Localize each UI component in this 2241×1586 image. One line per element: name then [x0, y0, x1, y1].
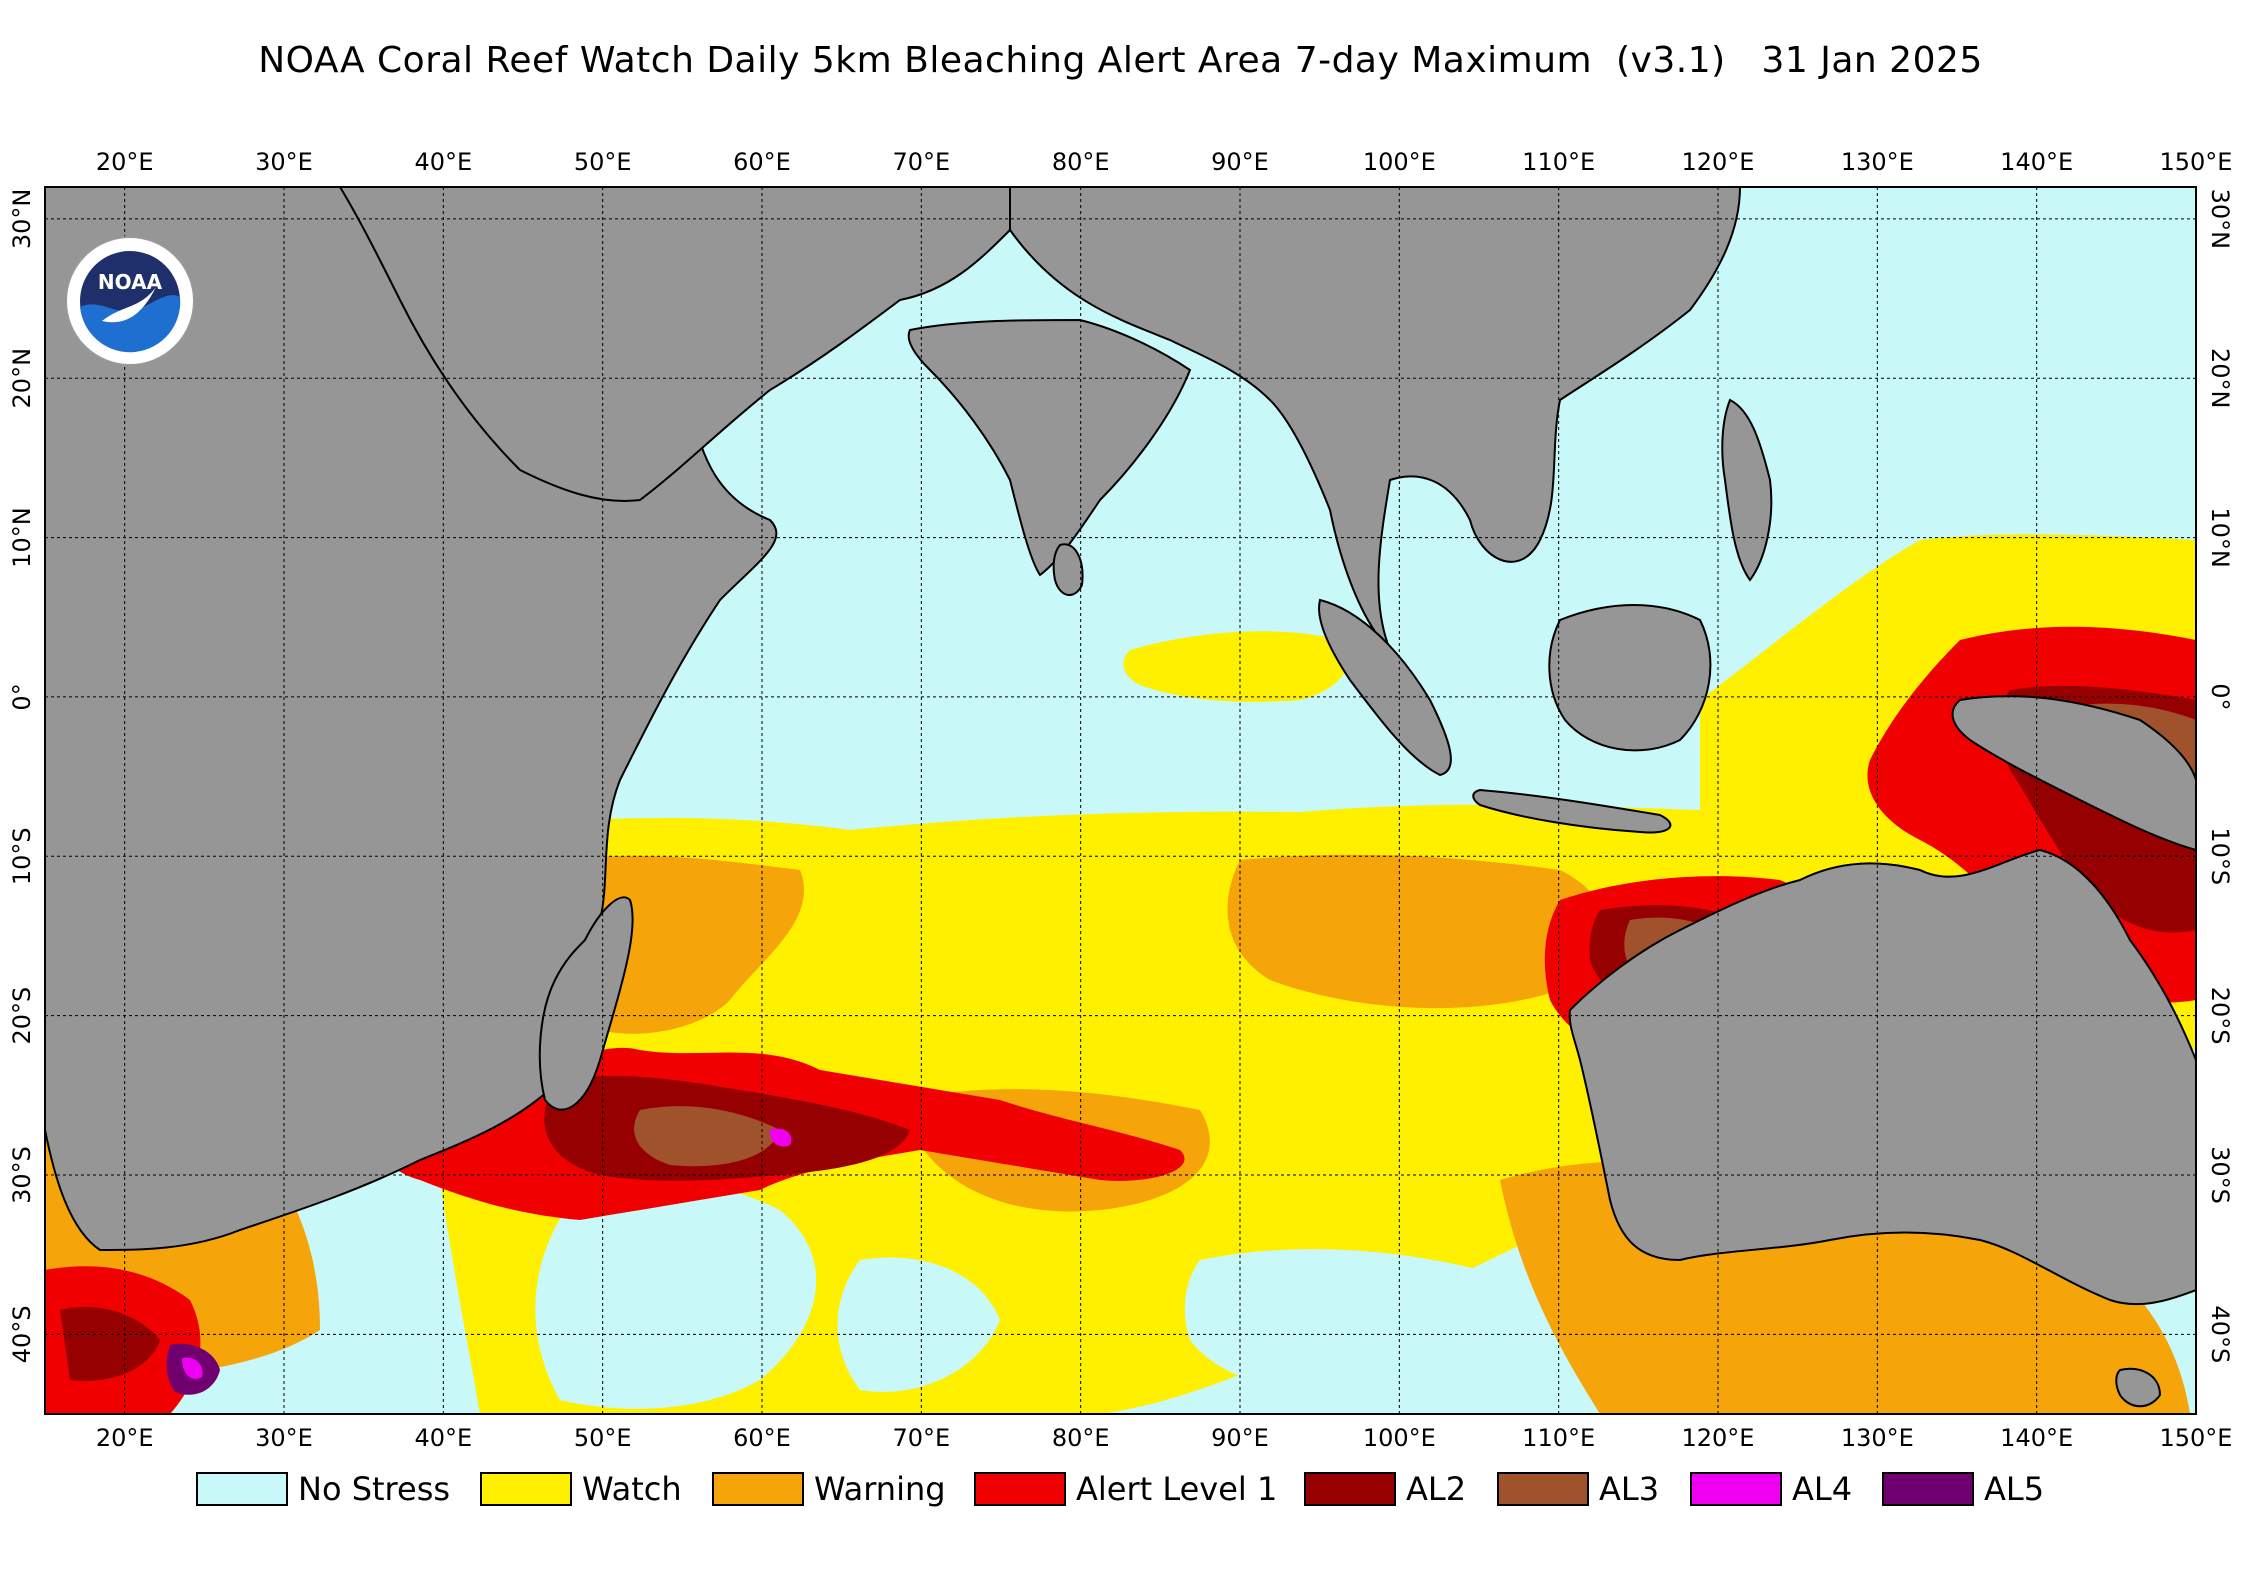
longitude-label: 120°E [1682, 1424, 1755, 1452]
map-title: NOAA Coral Reef Watch Daily 5km Bleachin… [258, 40, 1983, 81]
land-arabia [338, 187, 1011, 502]
noaa-logo: NOAA [65, 236, 195, 366]
longitude-label: 40°E [414, 148, 472, 176]
longitude-label: 110°E [1522, 1424, 1595, 1452]
latitude-label: 30°S [2206, 1146, 2234, 1204]
longitude-label: 20°E [96, 1424, 154, 1452]
longitude-label: 40°E [414, 1424, 472, 1452]
al4-patch-south [769, 1128, 792, 1147]
land-madagascar [538, 896, 634, 1111]
legend-swatch [1304, 1472, 1396, 1506]
longitude-label: 30°E [255, 148, 313, 176]
latitude-label: 20°N [2206, 348, 2234, 409]
land-new-guinea [1951, 695, 2196, 852]
latitude-label: 20°S [8, 987, 36, 1045]
latitude-labels-right: 30°N 20°N 10°N 0° 10°S 20°S 30°S 40°S [2206, 189, 2234, 1364]
longitude-label: 60°E [733, 1424, 791, 1452]
land-tasmania [2115, 1367, 2162, 1408]
legend-swatch [1690, 1472, 1782, 1506]
land-sumatra [1318, 598, 1452, 777]
legend-label: AL5 [1984, 1470, 2045, 1508]
legend-swatch [196, 1472, 288, 1506]
longitude-labels-bottom: 20°E 30°E 40°E 50°E 60°E 70°E 80°E 90°E 100°E 110… [96, 1424, 2233, 1452]
latitude-label: 0° [8, 683, 36, 710]
longitude-label: 50°E [574, 1424, 632, 1452]
latitude-label: 20°N [8, 348, 36, 409]
longitude-label: 50°E [574, 148, 632, 176]
no-stress-south-pocket-3 [1184, 1249, 1485, 1393]
legend-swatch [480, 1472, 572, 1506]
longitude-label: 100°E [1363, 148, 1436, 176]
longitude-label: 130°E [1841, 148, 1914, 176]
latitude-label: 10°N [2206, 507, 2234, 568]
latitude-label: 10°S [8, 827, 36, 885]
graticule [45, 187, 2196, 1414]
land-asia-mainland [1009, 187, 1742, 651]
latitude-label: 20°S [2206, 987, 2234, 1045]
legend-swatch [1882, 1472, 1974, 1506]
legend-label: Alert Level 1 [1076, 1470, 1278, 1508]
longitude-label: 80°E [1052, 1424, 1110, 1452]
al3-patch-south [634, 1106, 780, 1167]
longitude-label: 70°E [892, 1424, 950, 1452]
latitude-label: 10°N [8, 507, 36, 568]
legend: No Stress Watch Warning Alert Level 1 AL2 AL3… [0, 1468, 2241, 1518]
longitude-label: 150°E [2160, 1424, 2233, 1452]
latitude-label: 30°N [2206, 189, 2234, 250]
longitude-label: 150°E [2160, 148, 2233, 176]
legend-label: AL3 [1599, 1470, 1660, 1508]
longitude-label: 100°E [1363, 1424, 1436, 1452]
watch-zone-equator [1123, 631, 1348, 702]
al4-sw-corner [182, 1357, 203, 1379]
longitude-label: 90°E [1211, 148, 1269, 176]
longitude-label: 110°E [1522, 148, 1595, 176]
land-australia [1568, 848, 2196, 1306]
legend-label: AL4 [1792, 1470, 1853, 1508]
longitude-label: 30°E [255, 1424, 313, 1452]
latitude-labels-left: 30°N 20°N 10°N 0° 10°S 20°S 30°S 40°S [8, 189, 36, 1364]
legend-label: Watch [582, 1470, 682, 1508]
legend-label: No Stress [298, 1470, 451, 1508]
map-frame [44, 186, 2197, 1415]
latitude-label: 30°S [8, 1146, 36, 1204]
al2-sw-corner [60, 1306, 160, 1381]
longitude-label: 70°E [892, 148, 950, 176]
latitude-label: 30°N [8, 189, 36, 250]
longitude-labels-top: 20°E 30°E 40°E 50°E 60°E 70°E 80°E 90°E 100°E 110… [96, 148, 2233, 176]
land-sri-lanka [1052, 543, 1084, 596]
longitude-label: 80°E [1052, 148, 1110, 176]
legend-label: Warning [814, 1470, 946, 1508]
noaa-logo-text: NOAA [98, 270, 163, 294]
legend-swatch [1497, 1472, 1589, 1506]
legend-swatch [712, 1472, 804, 1506]
latitude-label: 40°S [2206, 1305, 2234, 1363]
longitude-label: 140°E [2000, 148, 2073, 176]
land-philippines [1721, 398, 1773, 582]
legend-label: AL2 [1406, 1470, 1467, 1508]
no-stress-south-pocket-2 [837, 1257, 1000, 1392]
longitude-label: 130°E [1841, 1424, 1914, 1452]
land-java [1472, 788, 1672, 834]
no-stress-south-pocket [535, 1179, 817, 1409]
warning-zone-central [1227, 854, 1605, 1009]
land-borneo [1548, 604, 1712, 752]
longitude-label: 20°E [96, 148, 154, 176]
latitude-label: 0° [2206, 683, 2234, 710]
land-india [907, 318, 1192, 577]
legend-swatch [974, 1472, 1066, 1506]
latitude-label: 40°S [8, 1305, 36, 1363]
longitude-label: 60°E [733, 148, 791, 176]
longitude-label: 140°E [2000, 1424, 2073, 1452]
longitude-label: 90°E [1211, 1424, 1269, 1452]
longitude-label: 120°E [1682, 148, 1755, 176]
latitude-label: 10°S [2206, 827, 2234, 885]
